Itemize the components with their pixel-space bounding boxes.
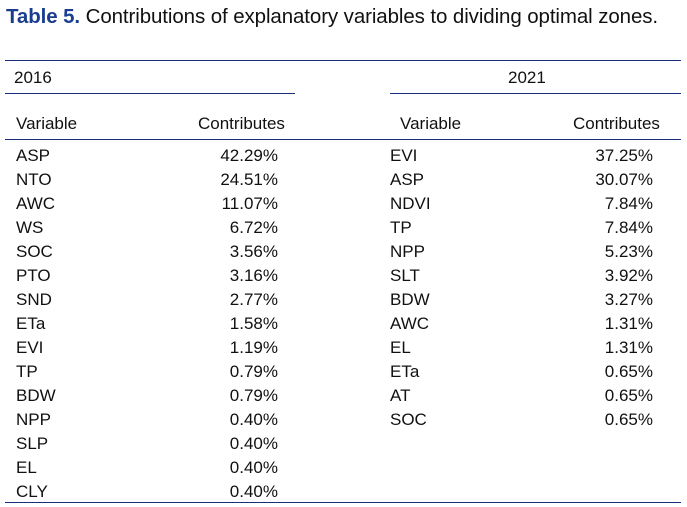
contributes-cell: 1.31% <box>604 314 653 333</box>
contributes-cell: 0.40% <box>229 434 278 453</box>
contributes-cell: 37.25% <box>595 146 653 165</box>
contributes-cell: 1.19% <box>229 338 278 357</box>
year-2016-underline <box>5 93 295 94</box>
table-row: TP 7.84% <box>390 216 653 240</box>
contributes-cell: 7.84% <box>604 218 653 237</box>
table-row: CLY 0.40% <box>16 480 278 504</box>
contributes-cell: 0.79% <box>229 386 278 405</box>
table-caption-text: Contributions of explanatory variables t… <box>85 5 659 28</box>
variable-cell: ETa <box>16 314 46 333</box>
contributes-cell: 24.51% <box>220 170 278 189</box>
table-row: ETa 0.65% <box>390 360 653 384</box>
contributes-cell: 0.40% <box>229 458 278 477</box>
table-row: ASP 42.29% <box>16 144 278 168</box>
variable-cell: SOC <box>16 242 53 261</box>
year-2016-heading: 2016 <box>14 68 52 87</box>
table-row: NPP 5.23% <box>390 240 653 264</box>
table-row: PTO 3.16% <box>16 264 278 288</box>
left-table-body: ASP 42.29% NTO 24.51% AWC 11.07% WS 6.72% SOC 3.5… <box>16 144 278 504</box>
variable-cell: CLY <box>16 482 48 501</box>
contributes-cell: 3.16% <box>229 266 278 285</box>
variable-cell: ETa <box>390 362 420 381</box>
variable-cell: ASP <box>390 170 425 189</box>
contributes-cell: 7.84% <box>604 194 653 213</box>
contributes-cell: 6.72% <box>229 218 278 237</box>
contributes-cell: 3.56% <box>229 242 278 261</box>
contributes-cell: 0.65% <box>604 362 653 381</box>
table-row: TP 0.79% <box>16 360 278 384</box>
header-rule <box>5 139 681 140</box>
right-header-contributes: Contributes <box>573 114 660 133</box>
year-2021-underline <box>390 93 681 94</box>
contributes-cell: 0.40% <box>229 410 278 429</box>
table-row: EVI 37.25% <box>390 144 653 168</box>
table-row: SOC 3.56% <box>16 240 278 264</box>
variable-cell: WS <box>16 218 44 237</box>
year-2021-heading: 2021 <box>508 68 546 87</box>
contributes-cell: 30.07% <box>595 170 653 189</box>
table-caption: Table 5. Contributions of explanatory va… <box>6 3 682 31</box>
contributes-cell: 0.65% <box>604 410 653 429</box>
variable-cell: NDVI <box>390 194 431 213</box>
variable-cell: EL <box>390 338 411 357</box>
table-row: EL 0.40% <box>16 456 278 480</box>
variable-cell: NPP <box>16 410 51 429</box>
table-row: WS 6.72% <box>16 216 278 240</box>
table-row: SOC 0.65% <box>390 408 653 432</box>
contributes-cell: 3.92% <box>604 266 653 285</box>
contributes-cell: 1.31% <box>604 338 653 357</box>
variable-cell: AWC <box>16 194 56 213</box>
variable-cell: NPP <box>390 242 425 261</box>
variable-cell: SLP <box>16 434 49 453</box>
contributes-cell: 3.27% <box>604 290 653 309</box>
variable-cell: EL <box>16 458 37 477</box>
table-row: BDW 3.27% <box>390 288 653 312</box>
table-row: NTO 24.51% <box>16 168 278 192</box>
table-label: Table 5. <box>6 5 81 28</box>
variable-cell: SND <box>16 290 52 309</box>
table-row: AWC 11.07% <box>16 192 278 216</box>
right-header-variable: Variable <box>400 114 462 133</box>
variable-cell: BDW <box>16 386 56 405</box>
variable-cell: EVI <box>16 338 44 357</box>
left-header-variable: Variable <box>16 114 78 133</box>
contributes-cell: 1.58% <box>229 314 278 333</box>
table-row: SLP 0.40% <box>16 432 278 456</box>
table-row: EL 1.31% <box>390 336 653 360</box>
variable-cell: TP <box>390 218 412 237</box>
contributes-cell: 0.65% <box>604 386 653 405</box>
variable-cell: NTO <box>16 170 52 189</box>
contributes-cell: 5.23% <box>604 242 653 261</box>
table-row: EVI 1.19% <box>16 336 278 360</box>
bottom-rule <box>5 502 681 503</box>
table-row: ASP 30.07% <box>390 168 653 192</box>
table-row: BDW 0.79% <box>16 384 278 408</box>
contributes-cell: 11.07% <box>221 194 278 213</box>
contributes-cell: 0.79% <box>229 362 278 381</box>
table-row: ETa 1.58% <box>16 312 278 336</box>
variable-cell: AWC <box>390 314 430 333</box>
variable-cell: EVI <box>390 146 418 165</box>
left-header-contributes: Contributes <box>198 114 285 133</box>
variable-cell: ASP <box>16 146 51 165</box>
contributes-cell: 2.77% <box>229 290 278 309</box>
variable-cell: SOC <box>390 410 427 429</box>
table-row: AT 0.65% <box>390 384 653 408</box>
contributes-cell: 42.29% <box>220 146 278 165</box>
top-rule <box>5 60 681 61</box>
variable-cell: TP <box>16 362 38 381</box>
variable-cell: PTO <box>16 266 51 285</box>
variable-cell: SLT <box>390 266 420 285</box>
table-row: SLT 3.92% <box>390 264 653 288</box>
right-table-body: EVI 37.25% ASP 30.07% NDVI 7.84% TP 7.84% NPP 5.2… <box>390 144 653 432</box>
table-row: NPP 0.40% <box>16 408 278 432</box>
table-row: AWC 1.31% <box>390 312 653 336</box>
contributes-cell: 0.40% <box>229 482 278 501</box>
variable-cell: AT <box>390 386 411 405</box>
variable-cell: BDW <box>390 290 430 309</box>
table-row: SND 2.77% <box>16 288 278 312</box>
table-row: NDVI 7.84% <box>390 192 653 216</box>
